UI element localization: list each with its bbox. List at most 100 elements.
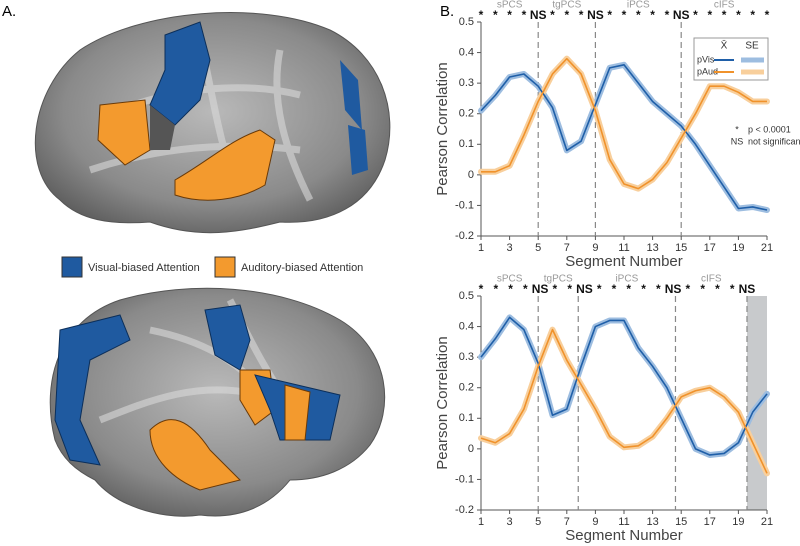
legend-label: pVis xyxy=(697,54,715,64)
brain-medial xyxy=(49,287,386,517)
region-label: tgPCS xyxy=(544,274,573,285)
significance-marker: * xyxy=(612,282,617,296)
y-tick-label: -0.1 xyxy=(455,473,474,485)
y-tick-label: 0.3 xyxy=(459,77,474,89)
significance-marker: * xyxy=(522,8,527,22)
y-tick-label: 0.2 xyxy=(459,108,474,120)
annotation-text: p < 0.0001 xyxy=(748,124,791,134)
significance-marker: NS xyxy=(587,8,604,22)
series-line xyxy=(480,328,768,474)
significance-marker: * xyxy=(650,8,655,22)
region-label: iPCS xyxy=(627,0,650,11)
annotation-symbol: NS xyxy=(731,136,744,146)
legend-header: SE xyxy=(745,41,759,52)
annotation-symbol: * xyxy=(735,124,739,134)
significance-marker: NS xyxy=(532,282,549,296)
region-label: tgPCS xyxy=(552,0,581,11)
x-tick-label: 19 xyxy=(732,516,744,528)
significance-marker: * xyxy=(665,8,670,22)
y-tick-label: -0.1 xyxy=(455,199,474,211)
x-tick-label: 9 xyxy=(592,516,598,528)
x-tick-label: 11 xyxy=(618,516,629,528)
x-tick-label: 3 xyxy=(507,242,513,254)
significance-marker: * xyxy=(523,282,528,296)
x-tick-label: 5 xyxy=(535,516,541,528)
significance-marker: * xyxy=(641,282,646,296)
legend-header: X̄ xyxy=(721,39,728,52)
significance-marker: * xyxy=(715,282,720,296)
significance-marker: * xyxy=(493,282,498,296)
significance-marker: * xyxy=(579,8,584,22)
significance-marker: NS xyxy=(673,8,690,22)
significance-marker: * xyxy=(564,8,569,22)
y-axis-title: Pearson Correlation xyxy=(434,62,451,195)
y-tick-label: 0.4 xyxy=(459,320,474,332)
significance-marker: * xyxy=(626,282,631,296)
x-tick-label: 11 xyxy=(618,242,629,254)
legend-label: pAud xyxy=(697,66,718,76)
x-tick-label: 21 xyxy=(761,242,773,254)
y-tick-label: 0 xyxy=(468,443,474,455)
series-line xyxy=(480,316,768,456)
x-tick-label: 15 xyxy=(675,242,687,254)
x-axis-title: Segment Number xyxy=(565,527,683,544)
significance-marker: * xyxy=(507,8,512,22)
x-tick-label: 15 xyxy=(675,516,687,528)
series-line xyxy=(480,64,768,211)
x-tick-label: 7 xyxy=(564,242,570,254)
significance-marker: * xyxy=(707,8,712,22)
x-tick-label: 3 xyxy=(507,516,513,528)
significance-marker: * xyxy=(622,8,627,22)
y-tick-label: 0.5 xyxy=(459,16,474,28)
significance-marker: NS xyxy=(739,282,756,296)
significance-marker: * xyxy=(693,8,698,22)
y-tick-label: 0.1 xyxy=(459,138,474,150)
panel-label: A. xyxy=(2,3,16,20)
panel-label: B. xyxy=(440,3,454,20)
x-tick-label: 17 xyxy=(704,242,716,254)
legend-swatch xyxy=(61,256,83,278)
significance-marker: NS xyxy=(530,8,547,22)
x-tick-label: 19 xyxy=(732,242,744,254)
significance-marker: * xyxy=(722,8,727,22)
significance-marker: * xyxy=(508,282,513,296)
brain-lateral xyxy=(34,12,391,234)
significance-marker: * xyxy=(686,282,691,296)
region-label: cIFS xyxy=(701,274,722,285)
significance-marker: * xyxy=(656,282,661,296)
significance-marker: * xyxy=(553,282,558,296)
region-label: cIFS xyxy=(714,0,735,11)
x-tick-label: 5 xyxy=(535,242,541,254)
significance-marker: * xyxy=(750,8,755,22)
series-line xyxy=(481,57,767,190)
significance-marker: * xyxy=(567,282,572,296)
significance-marker: NS xyxy=(665,282,682,296)
y-tick-label: 0.3 xyxy=(459,351,474,363)
significance-marker: NS xyxy=(576,282,593,296)
x-tick-label: 9 xyxy=(592,242,598,254)
x-tick-label: 1 xyxy=(478,516,484,528)
x-tick-label: 1 xyxy=(478,242,484,254)
x-tick-label: 21 xyxy=(761,516,773,528)
y-tick-label: 0 xyxy=(468,169,474,181)
y-tick-label: 0.4 xyxy=(459,46,474,58)
x-tick-label: 13 xyxy=(646,242,658,254)
y-tick-label: 0.5 xyxy=(459,290,474,302)
significance-marker: * xyxy=(730,282,735,296)
significance-marker: * xyxy=(607,8,612,22)
y-tick-label: 0.2 xyxy=(459,382,474,394)
significance-marker: * xyxy=(736,8,741,22)
brain-legend: Visual-biased Attention Auditory-biased A… xyxy=(61,256,363,278)
significance-marker: * xyxy=(550,8,555,22)
x-tick-label: 17 xyxy=(704,516,716,528)
significance-marker: * xyxy=(597,282,602,296)
significance-marker: * xyxy=(636,8,641,22)
region-label: iPCS xyxy=(615,274,638,285)
region-label: sPCS xyxy=(497,0,523,11)
significance-marker: * xyxy=(493,8,498,22)
region-label: sPCS xyxy=(497,274,523,285)
x-axis-title: Segment Number xyxy=(565,253,683,270)
significance-marker: * xyxy=(479,8,484,22)
legend-label: Auditory-biased Attention xyxy=(241,262,363,274)
